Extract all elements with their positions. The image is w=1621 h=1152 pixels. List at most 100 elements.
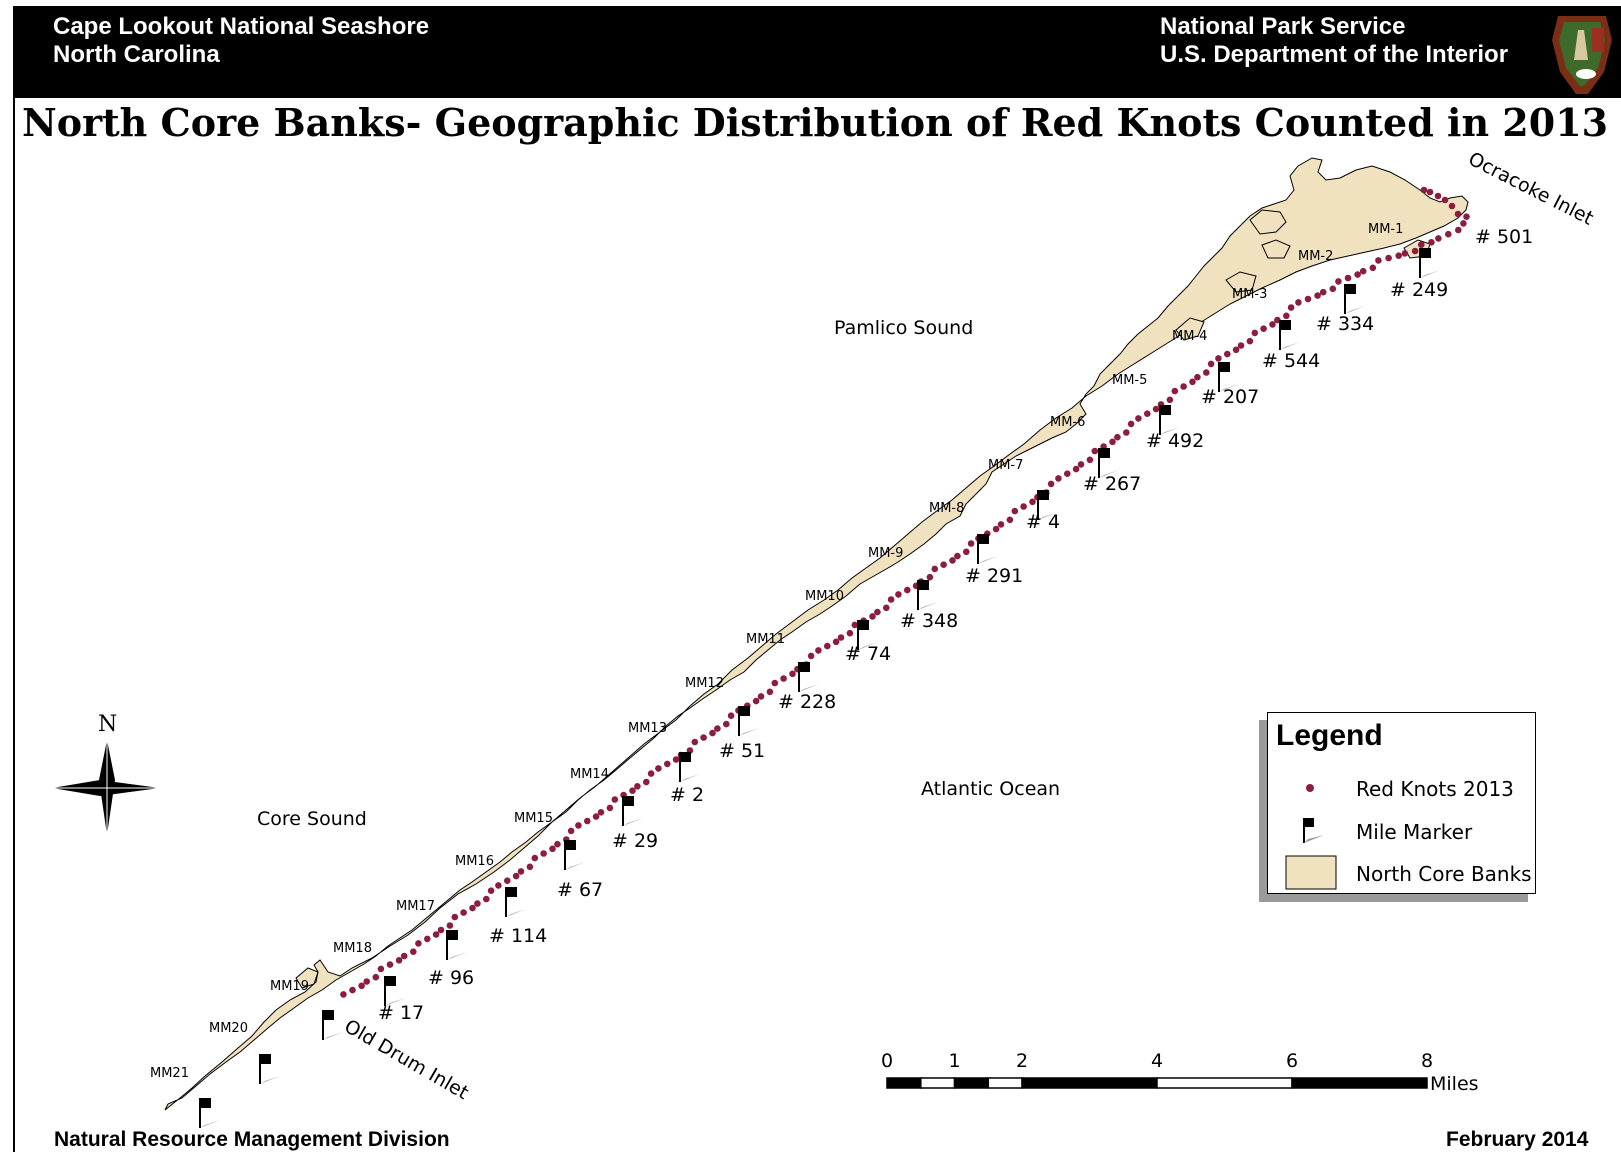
scale-bar-segment — [987, 1077, 1023, 1089]
red-knot-point — [1329, 285, 1337, 293]
red-knot-point — [655, 765, 662, 772]
red-knot-point — [727, 712, 735, 719]
red-knot-point — [1269, 321, 1276, 328]
mile-marker-flag — [917, 580, 938, 610]
red-knot-point — [1123, 429, 1130, 436]
red-knot-point — [554, 840, 561, 848]
red-knot-point — [1369, 264, 1377, 272]
red-knot-point — [597, 809, 605, 816]
mile-marker-flag — [798, 662, 819, 692]
mile-marker-label: MM-9 — [868, 546, 903, 561]
map-title: North Core Banks- Geographic Distributio… — [22, 100, 1609, 145]
red-knot-point — [1127, 420, 1135, 428]
mile-marker-flag — [384, 976, 405, 1006]
red-knot-point — [1207, 360, 1215, 368]
legend-item-mile-marker: Mile Marker — [1356, 820, 1473, 844]
red-knot-point — [931, 565, 939, 573]
red-knot-point — [377, 965, 385, 973]
red-knot-point — [1304, 295, 1312, 303]
red-knot-point — [1029, 498, 1036, 506]
scale-bar-tick-label: 0 — [881, 1050, 893, 1072]
red-knot-point — [954, 552, 961, 560]
red-knot-point — [1314, 292, 1321, 299]
red-knot-count-label: # 2 — [670, 784, 704, 806]
red-knot-count-label: # 228 — [778, 691, 836, 713]
agency-name: National Park Service — [1160, 13, 1406, 40]
red-knot-point — [647, 770, 655, 777]
red-knot-point — [691, 738, 699, 746]
red-knot-point — [1109, 438, 1116, 446]
red-knot-point — [512, 872, 520, 880]
red-knot-point — [1114, 433, 1121, 441]
footer-division: Natural Resource Management Division — [54, 1128, 450, 1151]
red-knot-point — [926, 573, 934, 581]
mile-marker-flag — [259, 1054, 280, 1084]
red-knot-point — [700, 734, 707, 741]
mile-marker-flag — [1419, 248, 1440, 278]
legend-box: Legend Red Knots 2013 Mile Marker North … — [1267, 712, 1536, 894]
red-knot-point — [851, 621, 859, 629]
red-knot-point — [1344, 274, 1352, 282]
red-knot-point — [1287, 304, 1295, 311]
red-knot-point — [1428, 239, 1435, 246]
red-knot-point — [874, 608, 881, 616]
red-knot-point — [757, 693, 765, 700]
mile-marker-flags — [199, 248, 1440, 1128]
red-knot-point — [592, 813, 600, 820]
red-knots-points — [340, 186, 1470, 998]
red-knot-point — [1077, 461, 1085, 468]
red-knot-point — [837, 634, 845, 641]
red-knot-point — [460, 909, 467, 916]
tan-swatch-icon — [1285, 855, 1337, 890]
red-knot-point — [992, 525, 1000, 533]
red-knot-point — [766, 688, 774, 696]
legend-item-north-core-banks: North Core Banks — [1356, 862, 1532, 886]
mile-marker-flag — [1159, 405, 1180, 435]
red-knot-point — [437, 926, 445, 934]
mile-marker-flag — [199, 1098, 220, 1128]
ocracoke-inlet-label: Ocracoke Inlet — [1465, 148, 1597, 230]
red-knot-count-label: # 492 — [1146, 430, 1204, 452]
red-knot-point — [1395, 252, 1402, 259]
red-knot-count-label: # 51 — [719, 740, 765, 762]
mile-marker-label: MM-8 — [929, 501, 964, 516]
mile-marker-label: MM-6 — [1050, 415, 1085, 430]
red-knot-point — [495, 882, 502, 889]
mile-marker-flag — [1344, 284, 1365, 314]
red-knot-point — [469, 904, 476, 912]
legend-item-red-knots: Red Knots 2013 — [1356, 777, 1514, 801]
red-knot-point — [664, 760, 671, 768]
red-knot-point — [487, 887, 495, 894]
red-knot-point — [940, 561, 947, 568]
red-knot-point — [1435, 235, 1442, 242]
scale-bar-segment — [1156, 1077, 1293, 1089]
mile-marker-label: MM-5 — [1112, 373, 1147, 388]
mile-marker-flag — [505, 887, 526, 917]
red-knot-count-label: # 114 — [489, 925, 547, 947]
mile-marker-label: MM19 — [270, 979, 309, 994]
mile-marker-flag — [1279, 320, 1300, 350]
header-bar: Cape Lookout National Seashore North Car… — [13, 6, 1621, 98]
red-knot-point — [1215, 355, 1222, 362]
scale-bar-segment — [920, 1077, 956, 1089]
red-knot-point — [446, 922, 454, 929]
red-knot-point — [807, 652, 815, 660]
red-knot-point — [1251, 329, 1259, 337]
red-knot-point — [1011, 507, 1019, 515]
red-knot-point — [575, 822, 582, 829]
scale-bar-tick-label: 1 — [949, 1050, 961, 1072]
red-knot-point — [629, 787, 636, 794]
red-knot-point — [832, 638, 840, 646]
red-knot-point — [709, 729, 716, 737]
red-knot-point — [1426, 188, 1434, 196]
left-border — [13, 98, 15, 1152]
red-knot-point — [1375, 257, 1382, 264]
red-knot-point — [1246, 337, 1254, 345]
red-knot-point — [815, 647, 822, 654]
red-knot-point — [967, 540, 975, 547]
red-knot-point — [424, 935, 431, 943]
red-knot-count-label: # 4 — [1026, 511, 1060, 533]
legend-title: Legend — [1276, 719, 1383, 752]
mile-marker-labels: MM-1 MM-2 MM-3 MM-4 MM-5 MM-6 MM-7 MM-8 MM-9 MM10… — [150, 222, 1403, 1081]
scale-bar-segment — [1021, 1077, 1158, 1089]
